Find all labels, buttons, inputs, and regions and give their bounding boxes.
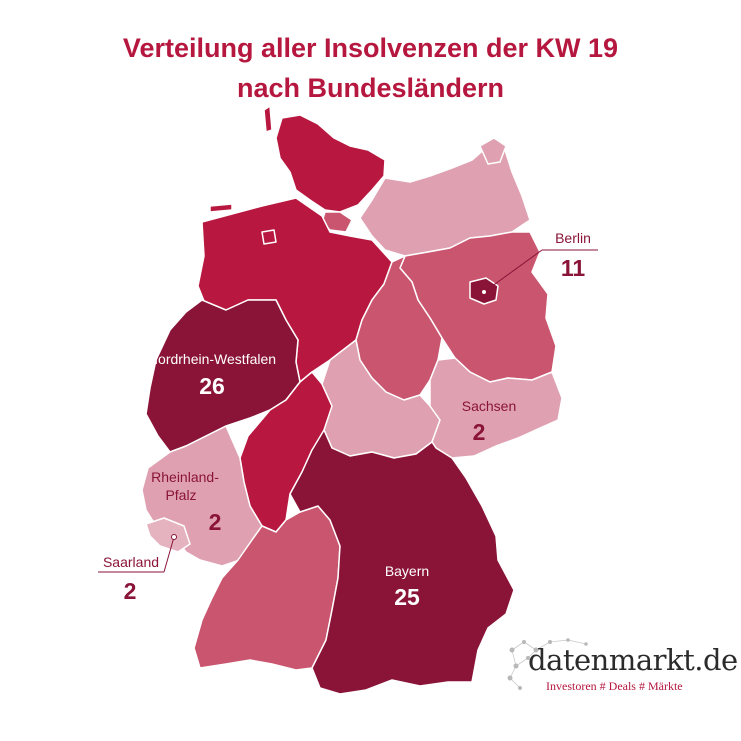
logo-wordmark: datenmarkt.de (528, 643, 738, 677)
label-bayern-name: Bayern (385, 563, 429, 579)
label-rlp-value: 2 (209, 509, 222, 535)
label-nrw-name: Nordrhein-Westfalen (148, 351, 276, 367)
datenmarkt-logo-network-icon (507, 638, 588, 690)
state-bayern[interactable] (289, 429, 515, 695)
label-rlp-name-line1: Rheinland- (151, 469, 219, 485)
island-ruegen (479, 137, 507, 165)
label-bayern-value: 25 (394, 584, 420, 610)
state-nordrhein-westfalen[interactable] (145, 299, 301, 453)
state-schleswig-holstein[interactable] (275, 114, 386, 213)
label-sachsen-value: 2 (473, 419, 486, 445)
title-line-1: Verteilung aller Insolvenzen der KW 19 (122, 33, 619, 63)
logo-tagline: Investoren # Deals # Märkte (546, 679, 683, 693)
label-nrw-value: 26 (199, 373, 225, 399)
island-sylt (263, 105, 273, 133)
state-saarland[interactable] (145, 517, 191, 553)
saarland-dot (171, 534, 177, 540)
label-rlp-name-line2: Pfalz (165, 487, 196, 503)
title-line-2: nach Bundesländern (236, 73, 505, 103)
berlin-dot (481, 289, 487, 295)
label-berlin-name: Berlin (555, 230, 591, 246)
saarland-leader-line (163, 536, 175, 573)
label-sachsen-name: Sachsen (462, 398, 516, 414)
saarland-callout (98, 534, 177, 573)
label-berlin-value: 11 (561, 255, 586, 281)
island-north-sea (209, 203, 233, 213)
label-saarland-name: Saarland (103, 554, 159, 570)
map-title: Verteilung aller Insolvenzen der KW 19 n… (0, 28, 741, 108)
state-bremen[interactable] (261, 229, 277, 245)
berlin-leader-line (483, 249, 543, 293)
berlin-callout (481, 249, 598, 295)
label-saarland-value: 2 (124, 578, 137, 604)
